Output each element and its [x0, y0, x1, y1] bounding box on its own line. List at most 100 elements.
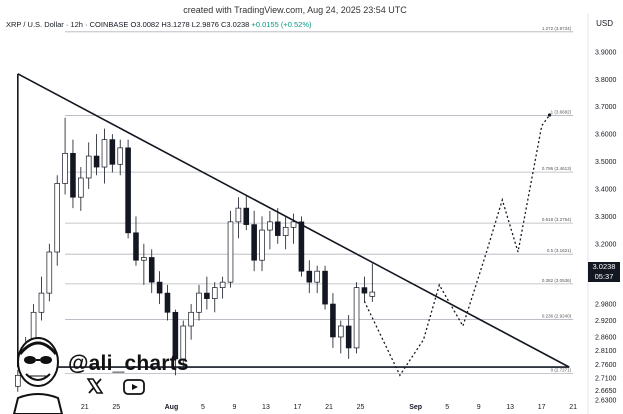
candle-body — [109, 139, 116, 165]
candle — [235, 197, 242, 239]
candle — [227, 210, 234, 288]
candle-body — [306, 270, 313, 283]
projection-end-dot — [547, 113, 552, 117]
candle-body — [211, 287, 218, 299]
candle-body — [101, 139, 108, 168]
candle — [62, 117, 68, 195]
candle — [211, 282, 218, 313]
time-tick: 21 — [569, 404, 577, 411]
candle-body — [141, 257, 147, 261]
candle — [345, 315, 352, 359]
currency-label[interactable]: USD — [596, 19, 613, 28]
candle — [361, 276, 368, 302]
symbol-ohlc: O3.0082 H3.1278 L2.9876 C3.0238 — [130, 20, 250, 29]
time-tick: 5 — [445, 404, 449, 411]
last-price-value: 3.0238 — [592, 262, 616, 271]
candle-body — [227, 221, 234, 283]
candle — [141, 243, 147, 285]
fib-label: 1 (3.6682) — [551, 109, 572, 114]
time-axis[interactable]: 132125Aug5913172125Sep59131721 — [18, 404, 577, 411]
candle-body — [251, 224, 257, 261]
price-tick: 3.2000 — [595, 241, 617, 248]
candle-body — [219, 281, 226, 288]
candle — [180, 320, 187, 370]
triangle-upper-line — [17, 73, 570, 368]
candle — [15, 369, 21, 392]
candle-body — [298, 221, 305, 272]
candle-body — [133, 232, 139, 261]
tradingview-credit: created with TradingView.com, Aug 24, 20… — [183, 5, 407, 15]
price-tick: 2.7100 — [595, 376, 617, 383]
candle-body — [259, 229, 265, 261]
candle-body — [93, 155, 100, 168]
candle-body — [85, 155, 92, 179]
symbol-header[interactable]: XRP / U.S. Dollar · 12h · COINBASE O3.00… — [6, 20, 312, 29]
candle — [204, 276, 210, 310]
price-tick: 3.7000 — [595, 104, 617, 111]
projection-line — [363, 114, 551, 377]
candle — [101, 128, 108, 184]
candle-body — [330, 303, 336, 338]
candle-body — [46, 251, 53, 294]
candle — [251, 210, 257, 272]
candle — [298, 216, 305, 277]
candle-body — [188, 311, 194, 327]
candle-body — [196, 292, 202, 313]
candle-body — [15, 374, 21, 387]
candle — [46, 243, 53, 302]
time-tick: 13 — [506, 404, 514, 411]
price-tick: 3.4000 — [595, 186, 617, 193]
candle — [196, 284, 202, 321]
candle — [219, 276, 226, 299]
candle-body — [322, 270, 328, 305]
candle-body — [172, 311, 179, 360]
price-axis[interactable]: 3.9000 3.8000 3.7000 3.6000 3.5000 3.4000 3.30… — [595, 49, 617, 404]
fibonacci-levels: 1.272 (3.9734) 1 (3.6682) 0.786 (3.4613) 0.… — [65, 26, 574, 374]
candle-body — [353, 287, 360, 349]
candle-body — [282, 226, 289, 236]
candle-body — [345, 325, 352, 349]
candle-body — [180, 325, 187, 360]
price-tick: 3.3000 — [595, 214, 617, 221]
x-logo-icon[interactable] — [86, 377, 104, 395]
price-tick: 2.8100 — [595, 348, 617, 355]
candle — [70, 139, 76, 209]
candle — [243, 194, 250, 231]
time-tick: 21 — [325, 404, 333, 411]
time-tick: 9 — [232, 404, 236, 411]
time-tick: 25 — [112, 404, 120, 411]
candle — [274, 208, 281, 244]
candle-body — [125, 147, 131, 234]
last-price-tag: 3.0238 05:37 — [588, 262, 620, 282]
fib-label: 1.272 (3.9734) — [542, 26, 572, 31]
symbol-change: +0.0155 (+0.52%) — [251, 20, 312, 29]
candle-body — [117, 147, 124, 165]
fib-label: 0 (2.7271) — [551, 367, 572, 372]
candle — [78, 167, 84, 211]
candle — [164, 284, 171, 321]
candle-body — [38, 292, 45, 313]
price-tick: 3.8000 — [595, 77, 617, 84]
candle — [338, 320, 344, 354]
candle-body — [369, 291, 376, 297]
bar-countdown: 05:37 — [594, 272, 614, 281]
candle-body — [314, 270, 320, 283]
price-tick: 3.5000 — [595, 159, 617, 166]
youtube-logo-icon[interactable] — [123, 379, 145, 395]
candle — [369, 263, 376, 302]
candle — [54, 175, 60, 266]
time-tick: Sep — [409, 404, 422, 411]
social-handle: @ali_charts — [68, 352, 189, 375]
candle — [125, 139, 131, 239]
candle — [330, 293, 336, 348]
price-tick: 2.8600 — [595, 334, 617, 341]
symbol-name[interactable]: XRP / U.S. Dollar · 12h · COINBASE — [6, 20, 129, 29]
descending-triangle — [17, 73, 570, 368]
projection-path — [363, 113, 552, 377]
fib-label: 0.382 (3.0536) — [542, 278, 572, 283]
candle — [109, 134, 116, 173]
candle-body — [361, 287, 368, 294]
candle-body — [290, 221, 297, 228]
time-tick: 21 — [81, 404, 89, 411]
